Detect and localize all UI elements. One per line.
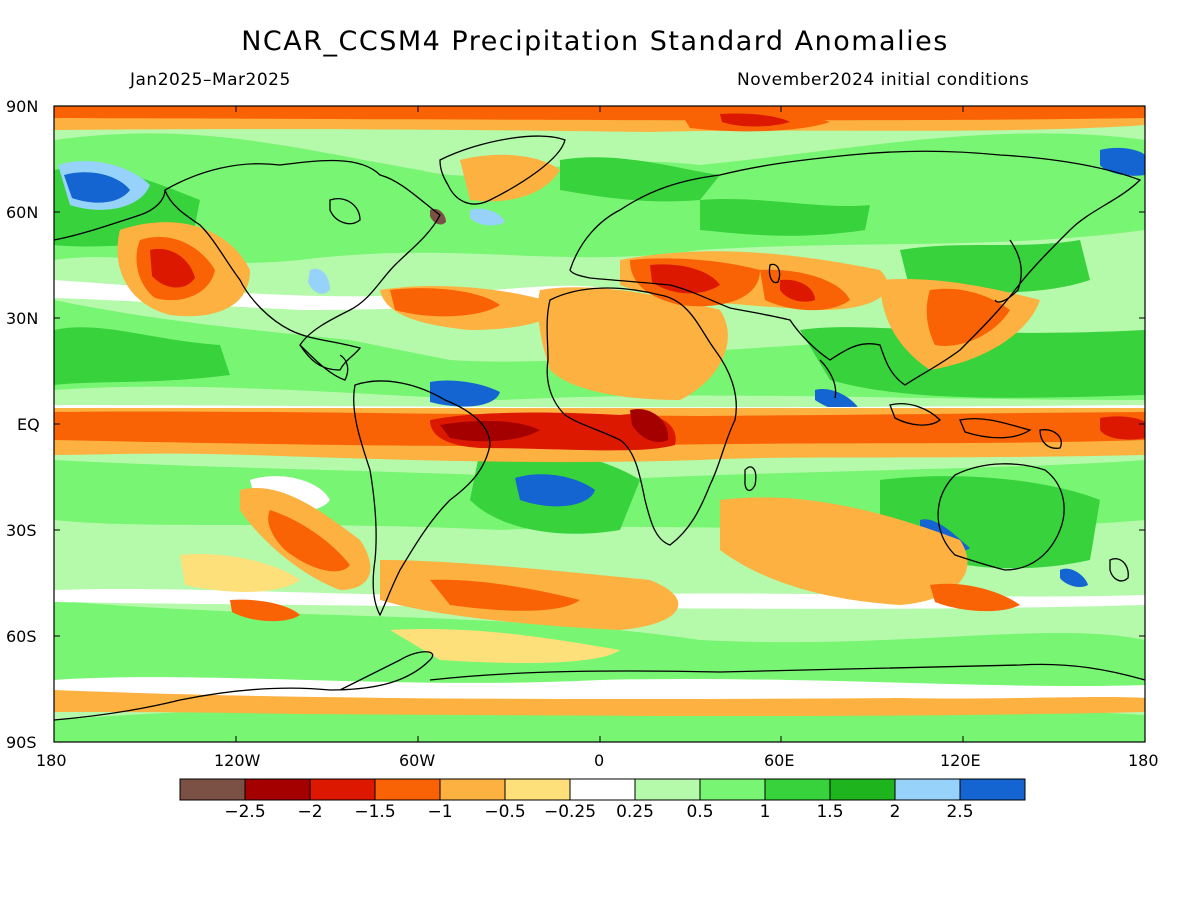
colorbar-swatch (959, 778, 1026, 801)
colorbar-label: 1 (759, 802, 771, 822)
colorbar-label: 0.25 (616, 802, 654, 822)
colorbar-swatch (569, 778, 636, 801)
colorbar-swatch (374, 778, 441, 801)
lat-label-60n: 60N (6, 203, 39, 222)
forecast-period: Jan2025–Mar2025 (130, 70, 291, 90)
colorbar-swatch (179, 778, 246, 801)
lat-ticks (54, 105, 1145, 743)
colorbar-swatch (309, 778, 376, 801)
colorbar-label: −0.25 (543, 802, 597, 822)
lat-label-30n: 30N (6, 309, 39, 328)
colorbar-label: −1 (427, 802, 453, 822)
lat-label-eq: EQ (17, 415, 40, 434)
colorbar-label: −2.5 (224, 802, 266, 822)
lon-label-180-left: 180 (36, 751, 67, 770)
colorbar-swatch (244, 778, 311, 801)
colorbar-swatch (634, 778, 701, 801)
lon-label-120e: 120E (940, 751, 981, 770)
lat-label-90s: 90S (6, 733, 37, 752)
colorbar-swatch (439, 778, 506, 801)
colorbar-swatch (894, 778, 961, 801)
coastlines (54, 135, 1145, 721)
lon-label-120w: 120W (214, 751, 261, 770)
colorbar-swatch (829, 778, 896, 801)
lon-ticks (235, 106, 964, 742)
colorbar-swatch (764, 778, 831, 801)
colorbar-label: 1.5 (816, 802, 844, 822)
colorbar-label: −0.5 (484, 802, 526, 822)
map-title: NCAR_CCSM4 Precipitation Standard Anomal… (241, 26, 949, 57)
colorbar-label: 2.5 (946, 802, 974, 822)
lon-label-0: 0 (594, 751, 605, 770)
colorbar-label: −2 (297, 802, 323, 822)
lon-label-180-right: 180 (1128, 751, 1159, 770)
lat-label-90n: 90N (6, 97, 39, 116)
anomaly-field (54, 106, 1145, 742)
colorbar-swatch (504, 778, 571, 801)
colorbar-swatch (699, 778, 766, 801)
lon-label-60e: 60E (764, 751, 795, 770)
lon-label-60w: 60W (399, 751, 436, 770)
initial-conditions: November2024 initial conditions (737, 70, 1030, 90)
colorbar-label: −1.5 (354, 802, 396, 822)
colorbar-label: 0.5 (686, 802, 714, 822)
lat-label-30s: 30S (6, 521, 37, 540)
colorbar-label: 2 (889, 802, 901, 822)
colorbar (179, 778, 1026, 801)
lat-label-60s: 60S (6, 627, 37, 646)
